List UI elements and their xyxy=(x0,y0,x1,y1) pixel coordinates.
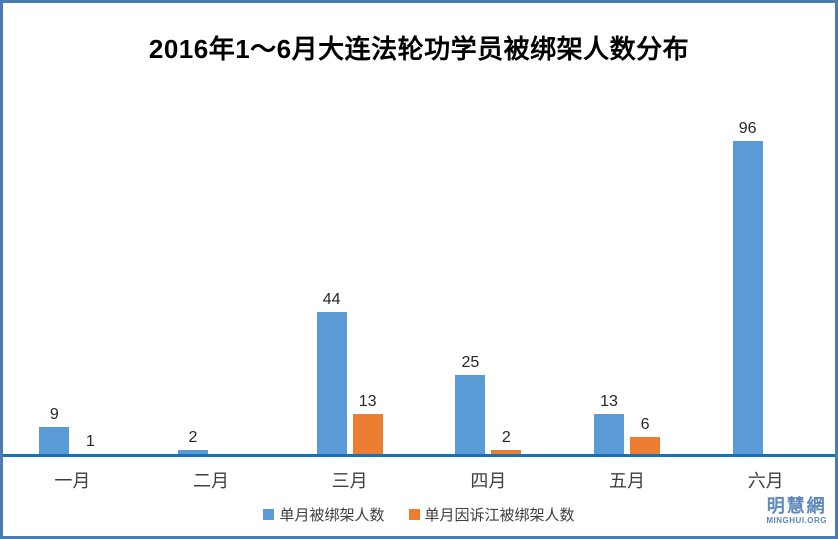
bar-series1-month3 xyxy=(316,312,347,457)
bar-series1-month1 xyxy=(39,427,70,457)
bar-value-label: 44 xyxy=(322,291,341,308)
legend-item-series2: 单月因诉江被绑架人数 xyxy=(408,504,575,525)
bar-slot-series1-month6: 96 xyxy=(732,120,763,457)
bar-series2-month5 xyxy=(630,437,661,457)
bar-value-label: 1 xyxy=(85,433,95,450)
minghui-logo: 明慧網 MINGHUI.ORG xyxy=(766,496,827,526)
bar-value-label: 13 xyxy=(600,393,618,410)
bar-series1-month2 xyxy=(178,450,208,457)
bar-value-label: 6 xyxy=(640,416,650,433)
bar-series2-month4 xyxy=(491,450,522,457)
bar-series1-month6 xyxy=(732,141,763,457)
x-axis-label-month3: 三月 xyxy=(331,471,368,491)
legend-label: 单月因诉江被绑架人数 xyxy=(424,507,575,524)
x-axis-line xyxy=(3,454,835,457)
bar-slot-series1-month2: 2 xyxy=(178,430,208,457)
bar-slot-series2-month3: 13 xyxy=(352,393,383,457)
x-axis-labels: 一月 二月 三月 四月 五月 六月 xyxy=(3,467,835,493)
bar-group-month6: 96 xyxy=(696,91,835,457)
bar-slot-series1-month5: 13 xyxy=(594,393,625,457)
bar-group-month5: 13 6 xyxy=(558,91,697,457)
chart-title: 2016年1～6月大连法轮功学员被绑架人数分布 xyxy=(148,34,690,64)
bar-slot-series1-month3: 44 xyxy=(316,291,347,457)
legend-swatch-icon xyxy=(408,509,420,520)
x-axis-label-month1: 一月 xyxy=(54,471,91,491)
bar-group-month4: 25 2 xyxy=(419,91,558,457)
minghui-logo-subtext: MINGHUI.ORG xyxy=(766,515,827,525)
legend: 单月被绑架人数 单月因诉江被绑架人数 xyxy=(3,504,835,525)
legend-swatch-icon xyxy=(263,509,275,520)
bar-slot-series1-month1: 9 xyxy=(39,406,70,457)
bar-group-month3: 44 13 xyxy=(280,91,419,457)
bar-value-label: 96 xyxy=(738,120,757,137)
bar-slot-series2-month4: 2 xyxy=(491,429,522,457)
bar-value-label: 9 xyxy=(49,406,59,423)
bar-group-month2: 2 xyxy=(142,91,281,457)
x-axis-label-month5: 五月 xyxy=(609,471,646,491)
bar-series2-month3 xyxy=(352,414,383,457)
plot-area: 9 1 2 44 13 25 2 13 6 96 xyxy=(3,91,835,457)
bar-value-label: 25 xyxy=(461,354,480,371)
bar-series1-month5 xyxy=(594,414,625,457)
x-axis-label-month4: 四月 xyxy=(470,471,507,491)
legend-label: 单月被绑架人数 xyxy=(279,507,385,524)
bar-series1-month4 xyxy=(455,375,486,457)
bar-value-label: 2 xyxy=(188,429,198,446)
bar-value-label: 2 xyxy=(501,429,511,446)
legend-item-series1: 单月被绑架人数 xyxy=(263,504,385,525)
bar-value-label: 13 xyxy=(358,393,377,410)
x-axis-label-month2: 二月 xyxy=(193,471,229,491)
bar-slot-series2-month5: 6 xyxy=(630,416,661,457)
x-axis-label-month6: 六月 xyxy=(747,471,784,491)
minghui-logo-text: 明慧網 xyxy=(766,496,827,516)
bar-slot-series1-month4: 25 xyxy=(455,354,486,457)
